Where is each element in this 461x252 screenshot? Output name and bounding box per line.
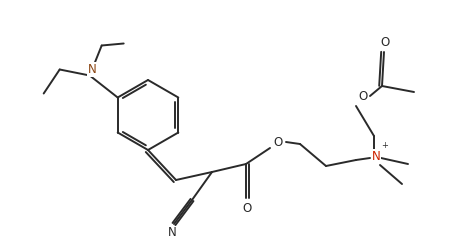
Text: +: +	[382, 142, 389, 150]
Text: O: O	[273, 136, 283, 148]
Text: N: N	[168, 227, 177, 239]
Text: N: N	[372, 149, 380, 163]
Text: O: O	[242, 202, 252, 214]
Text: N: N	[89, 63, 97, 76]
Text: O: O	[380, 36, 390, 48]
Text: O: O	[358, 89, 367, 103]
